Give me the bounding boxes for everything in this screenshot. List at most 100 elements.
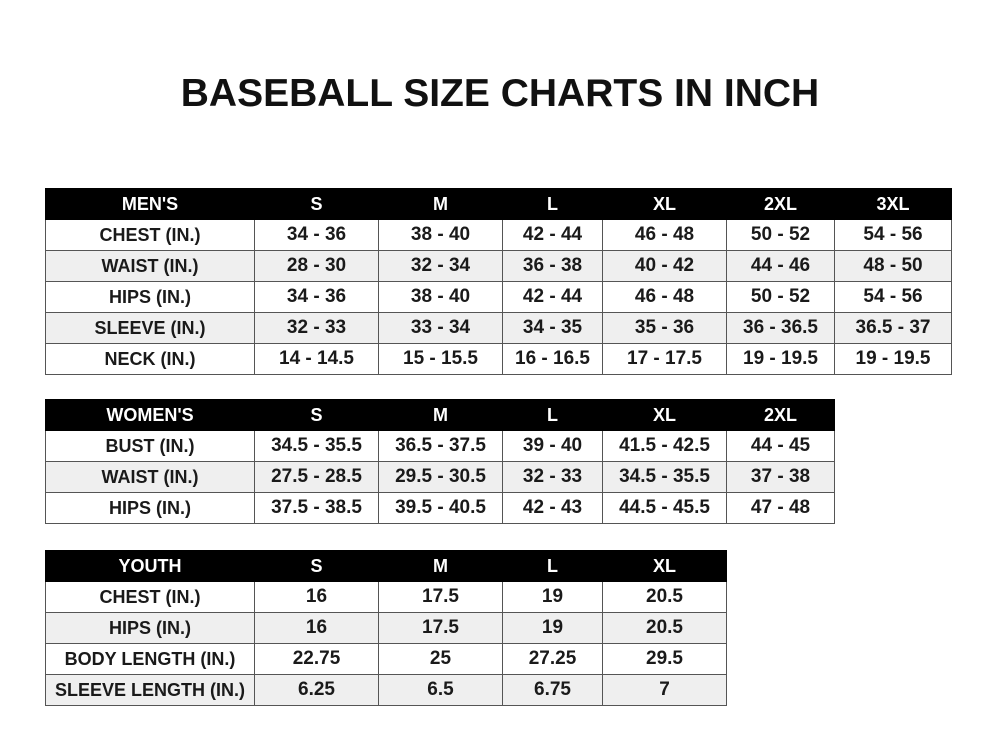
size-value: 38 - 40	[378, 219, 503, 251]
size-value: 47 - 48	[726, 492, 835, 524]
size-header: S	[254, 399, 379, 431]
size-value: 41.5 - 42.5	[602, 430, 727, 462]
size-value: 32 - 34	[378, 250, 503, 282]
size-value: 34.5 - 35.5	[602, 461, 727, 493]
size-value: 33 - 34	[378, 312, 503, 344]
size-value: 34.5 - 35.5	[254, 430, 379, 462]
size-header: L	[502, 399, 603, 431]
measurement-label: HIPS (IN.)	[45, 612, 255, 644]
size-value: 20.5	[602, 612, 727, 644]
womens-size-table: WOMEN'S S M L XL 2XL BUST (IN.) 34.5 - 35.5 36.5…	[45, 399, 835, 524]
size-value: 34 - 36	[254, 219, 379, 251]
size-value: 54 - 56	[834, 219, 952, 251]
table-row: NECK (IN.) 14 - 14.5 15 - 15.5 16 - 16.5 17 …	[45, 343, 952, 375]
size-value: 48 - 50	[834, 250, 952, 282]
size-value: 16	[254, 612, 379, 644]
table-row: HIPS (IN.) 16 17.5 19 20.5	[45, 612, 727, 644]
size-value: 20.5	[602, 581, 727, 613]
size-value: 22.75	[254, 643, 379, 675]
size-value: 36.5 - 37.5	[378, 430, 503, 462]
category-header: YOUTH	[45, 550, 255, 582]
category-header: MEN'S	[45, 188, 255, 220]
size-value: 42 - 44	[502, 219, 603, 251]
size-value: 6.75	[502, 674, 603, 706]
size-value: 6.5	[378, 674, 503, 706]
size-value: 19	[502, 581, 603, 613]
size-header: 2XL	[726, 399, 835, 431]
size-header: M	[378, 188, 503, 220]
table-row: CHEST (IN.) 16 17.5 19 20.5	[45, 581, 727, 613]
size-value: 27.5 - 28.5	[254, 461, 379, 493]
header-row: WOMEN'S S M L XL 2XL	[45, 399, 835, 431]
size-value: 44.5 - 45.5	[602, 492, 727, 524]
size-value: 44 - 45	[726, 430, 835, 462]
measurement-label: SLEEVE (IN.)	[45, 312, 255, 344]
size-value: 14 - 14.5	[254, 343, 379, 375]
table-row: HIPS (IN.) 37.5 - 38.5 39.5 - 40.5 42 - 43 4…	[45, 492, 835, 524]
size-value: 16	[254, 581, 379, 613]
table-row: BODY LENGTH (IN.) 22.75 25 27.25 29.5	[45, 643, 727, 675]
size-value: 42 - 44	[502, 281, 603, 313]
size-value: 32 - 33	[254, 312, 379, 344]
table-row: SLEEVE LENGTH (IN.) 6.25 6.5 6.75 7	[45, 674, 727, 706]
table-row: BUST (IN.) 34.5 - 35.5 36.5 - 37.5 39 - 40 4…	[45, 430, 835, 462]
size-value: 34 - 35	[502, 312, 603, 344]
table-row: HIPS (IN.) 34 - 36 38 - 40 42 - 44 46 - 48 50…	[45, 281, 952, 313]
youth-size-table: YOUTH S M L XL CHEST (IN.) 16 17.5 19 20.5 HIPS (I…	[45, 550, 727, 706]
measurement-label: SLEEVE LENGTH (IN.)	[45, 674, 255, 706]
size-value: 17 - 17.5	[602, 343, 727, 375]
mens-size-table: MEN'S S M L XL 2XL 3XL CHEST (IN.) 34 - 36 38 - 4…	[45, 188, 952, 375]
size-value: 40 - 42	[602, 250, 727, 282]
header-row: MEN'S S M L XL 2XL 3XL	[45, 188, 952, 220]
measurement-label: HIPS (IN.)	[45, 281, 255, 313]
table-row: CHEST (IN.) 34 - 36 38 - 40 42 - 44 46 - 48 5…	[45, 219, 952, 251]
size-header: M	[378, 550, 503, 582]
size-header: 3XL	[834, 188, 952, 220]
size-value: 38 - 40	[378, 281, 503, 313]
size-value: 36 - 36.5	[726, 312, 835, 344]
size-value: 32 - 33	[502, 461, 603, 493]
size-value: 39.5 - 40.5	[378, 492, 503, 524]
size-value: 17.5	[378, 581, 503, 613]
size-value: 34 - 36	[254, 281, 379, 313]
size-header: XL	[602, 550, 727, 582]
size-header: XL	[602, 399, 727, 431]
measurement-label: WAIST (IN.)	[45, 250, 255, 282]
size-value: 36 - 38	[502, 250, 603, 282]
size-value: 42 - 43	[502, 492, 603, 524]
size-value: 19 - 19.5	[834, 343, 952, 375]
size-header: 2XL	[726, 188, 835, 220]
category-header: WOMEN'S	[45, 399, 255, 431]
size-value: 37 - 38	[726, 461, 835, 493]
size-header: XL	[602, 188, 727, 220]
size-value: 29.5 - 30.5	[378, 461, 503, 493]
measurement-label: BODY LENGTH (IN.)	[45, 643, 255, 675]
measurement-label: NECK (IN.)	[45, 343, 255, 375]
header-row: YOUTH S M L XL	[45, 550, 727, 582]
size-header: S	[254, 550, 379, 582]
size-value: 44 - 46	[726, 250, 835, 282]
size-header: S	[254, 188, 379, 220]
size-value: 17.5	[378, 612, 503, 644]
size-value: 6.25	[254, 674, 379, 706]
size-value: 39 - 40	[502, 430, 603, 462]
size-value: 19	[502, 612, 603, 644]
size-value: 35 - 36	[602, 312, 727, 344]
table-row: WAIST (IN.) 27.5 - 28.5 29.5 - 30.5 32 - 33…	[45, 461, 835, 493]
size-value: 50 - 52	[726, 281, 835, 313]
size-value: 19 - 19.5	[726, 343, 835, 375]
size-value: 29.5	[602, 643, 727, 675]
size-value: 50 - 52	[726, 219, 835, 251]
table-row: SLEEVE (IN.) 32 - 33 33 - 34 34 - 35 35 - 36…	[45, 312, 952, 344]
measurement-label: HIPS (IN.)	[45, 492, 255, 524]
size-header: L	[502, 550, 603, 582]
measurement-label: BUST (IN.)	[45, 430, 255, 462]
size-value: 28 - 30	[254, 250, 379, 282]
size-value: 36.5 - 37	[834, 312, 952, 344]
measurement-label: CHEST (IN.)	[45, 581, 255, 613]
page-title: BASEBALL SIZE CHARTS IN INCH	[180, 72, 820, 115]
size-value: 54 - 56	[834, 281, 952, 313]
measurement-label: CHEST (IN.)	[45, 219, 255, 251]
size-value: 15 - 15.5	[378, 343, 503, 375]
size-value: 25	[378, 643, 503, 675]
